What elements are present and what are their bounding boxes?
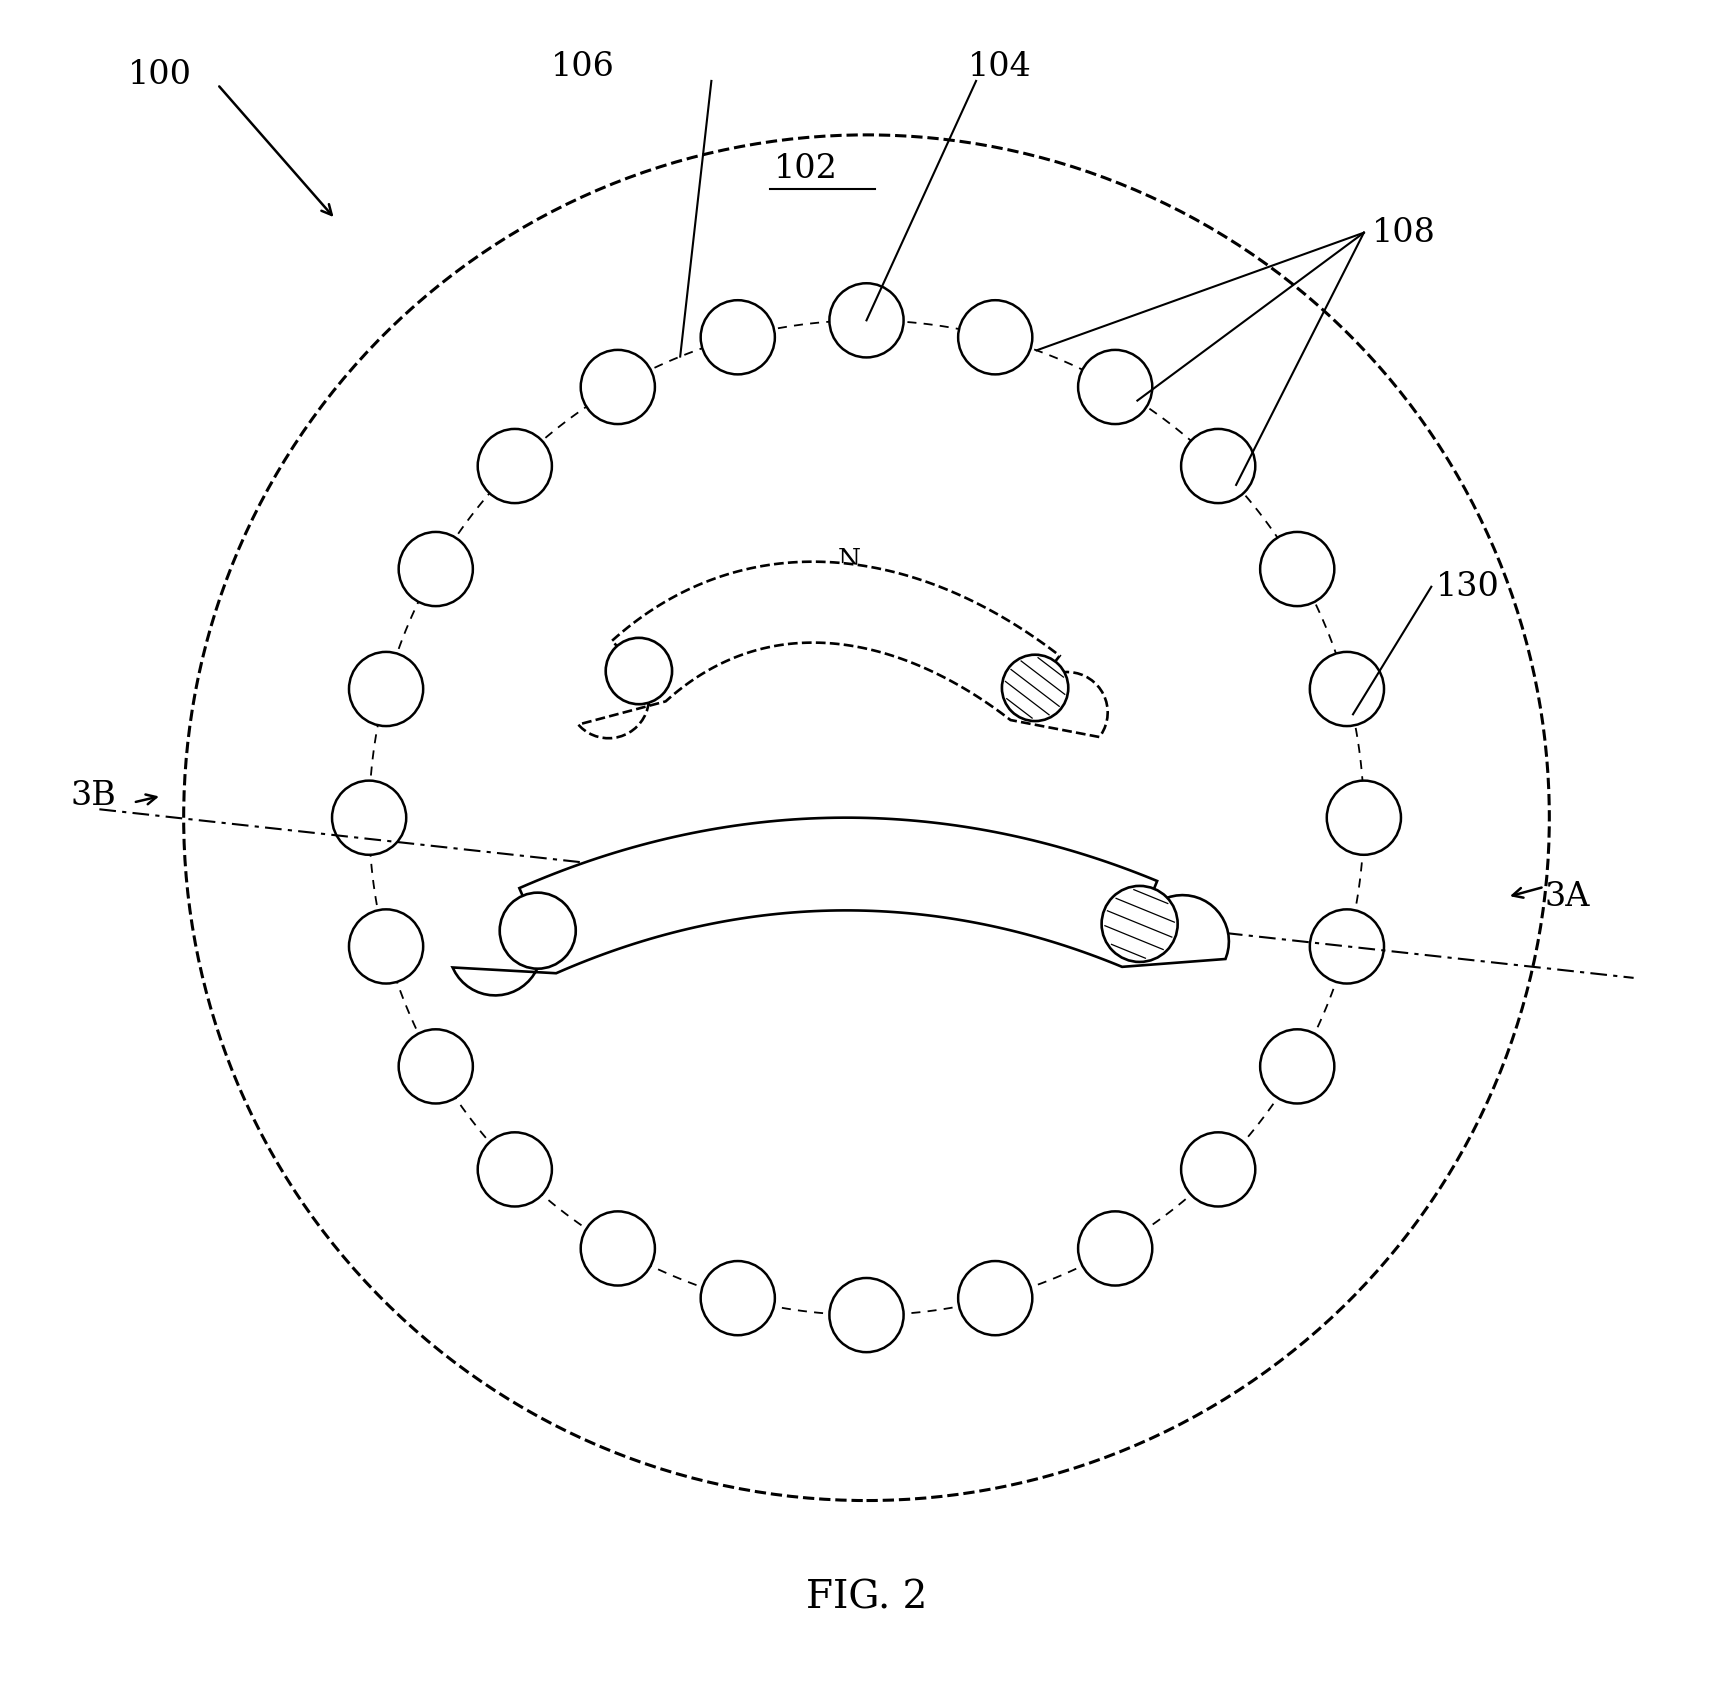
Circle shape	[478, 1133, 551, 1207]
Text: FIG. 2: FIG. 2	[805, 1580, 927, 1617]
Circle shape	[958, 300, 1032, 374]
Circle shape	[1259, 533, 1334, 607]
Text: 106: 106	[551, 51, 615, 83]
Text: 102: 102	[772, 153, 837, 184]
Circle shape	[1181, 1133, 1254, 1207]
Circle shape	[700, 1261, 774, 1335]
Circle shape	[499, 892, 575, 969]
Circle shape	[1077, 1211, 1152, 1285]
Circle shape	[348, 652, 423, 727]
Text: 3B: 3B	[71, 781, 116, 811]
Text: 104: 104	[966, 51, 1031, 83]
Text: 100: 100	[128, 59, 192, 91]
Circle shape	[398, 533, 473, 607]
Circle shape	[958, 1261, 1032, 1335]
Circle shape	[348, 909, 423, 983]
Circle shape	[1001, 654, 1067, 722]
Circle shape	[398, 1028, 473, 1103]
Circle shape	[1309, 652, 1384, 727]
Circle shape	[1327, 781, 1399, 855]
Circle shape	[580, 1211, 655, 1285]
Circle shape	[830, 283, 902, 357]
Circle shape	[1309, 909, 1384, 983]
Text: N: N	[838, 548, 861, 572]
Circle shape	[1181, 428, 1254, 502]
Circle shape	[1259, 1030, 1334, 1104]
Circle shape	[700, 300, 774, 374]
Polygon shape	[578, 561, 1107, 738]
Circle shape	[830, 1278, 902, 1352]
Circle shape	[606, 637, 672, 705]
Circle shape	[478, 428, 551, 502]
Text: 3A: 3A	[1543, 882, 1588, 912]
Polygon shape	[452, 818, 1228, 995]
Text: 108: 108	[1372, 217, 1436, 248]
Text: 130: 130	[1436, 572, 1500, 602]
Circle shape	[1102, 885, 1178, 963]
Circle shape	[333, 781, 405, 855]
Circle shape	[580, 351, 655, 425]
Circle shape	[1077, 351, 1152, 425]
